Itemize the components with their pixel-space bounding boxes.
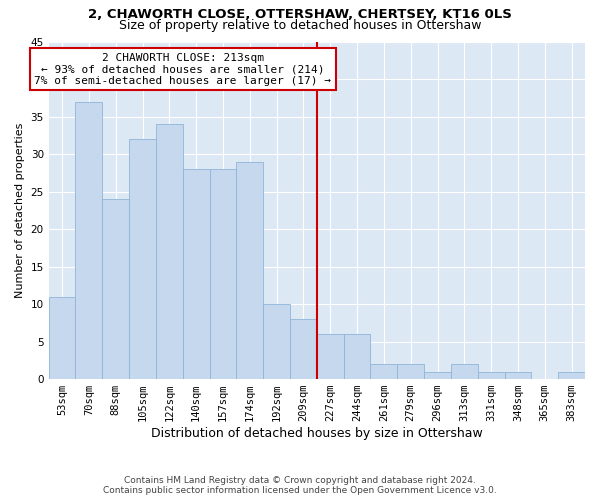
Bar bbox=[49, 296, 76, 379]
Bar bbox=[317, 334, 344, 379]
Bar bbox=[76, 102, 103, 379]
Bar bbox=[290, 319, 317, 379]
Bar bbox=[344, 334, 370, 379]
Bar bbox=[424, 372, 451, 379]
Y-axis label: Number of detached properties: Number of detached properties bbox=[15, 122, 25, 298]
Text: 2, CHAWORTH CLOSE, OTTERSHAW, CHERTSEY, KT16 0LS: 2, CHAWORTH CLOSE, OTTERSHAW, CHERTSEY, … bbox=[88, 8, 512, 20]
Bar bbox=[370, 364, 397, 379]
Bar bbox=[129, 139, 156, 379]
Bar bbox=[236, 162, 263, 379]
Bar bbox=[505, 372, 532, 379]
Bar bbox=[209, 169, 236, 379]
Bar bbox=[558, 372, 585, 379]
Bar bbox=[103, 199, 129, 379]
Text: Size of property relative to detached houses in Ottershaw: Size of property relative to detached ho… bbox=[119, 19, 481, 32]
Bar bbox=[156, 124, 183, 379]
Text: Contains HM Land Registry data © Crown copyright and database right 2024.
Contai: Contains HM Land Registry data © Crown c… bbox=[103, 476, 497, 495]
Bar bbox=[183, 169, 209, 379]
Text: 2 CHAWORTH CLOSE: 213sqm
← 93% of detached houses are smaller (214)
7% of semi-d: 2 CHAWORTH CLOSE: 213sqm ← 93% of detach… bbox=[34, 53, 331, 86]
Bar bbox=[478, 372, 505, 379]
Bar bbox=[397, 364, 424, 379]
Bar bbox=[451, 364, 478, 379]
Bar bbox=[263, 304, 290, 379]
X-axis label: Distribution of detached houses by size in Ottershaw: Distribution of detached houses by size … bbox=[151, 427, 483, 440]
